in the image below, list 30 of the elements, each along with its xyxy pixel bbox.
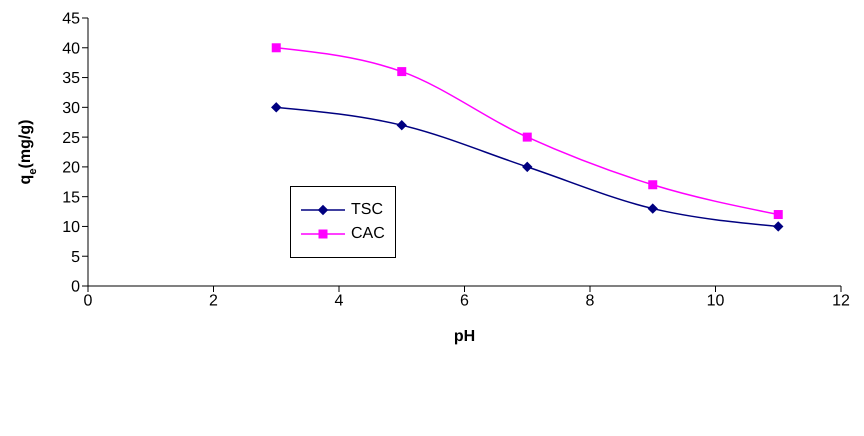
point xyxy=(272,43,281,52)
x-tick-label: 2 xyxy=(209,292,218,310)
y-tick-label: 40 xyxy=(62,40,80,58)
x-tick-label: 0 xyxy=(84,292,93,310)
point xyxy=(522,132,532,142)
legend-label: CAC xyxy=(351,225,385,243)
point xyxy=(397,67,406,76)
y-tick-label: 5 xyxy=(71,248,80,266)
y-tick-label: 0 xyxy=(71,278,80,296)
point xyxy=(522,162,532,172)
point xyxy=(773,221,784,232)
x-tick-label: 12 xyxy=(832,292,850,310)
x-tick-label: 10 xyxy=(706,292,724,310)
y-tick-label: 35 xyxy=(62,70,80,88)
y-tick-label: 20 xyxy=(62,160,80,177)
y-tick-label: 45 xyxy=(62,10,80,28)
x-tick-label: 6 xyxy=(460,292,470,310)
legend-label: TSC xyxy=(351,201,383,219)
y-tick-label: 15 xyxy=(62,189,80,206)
point xyxy=(271,102,282,112)
point xyxy=(396,120,407,130)
x-tick-label: 8 xyxy=(586,292,595,310)
x-tick-label: 4 xyxy=(334,292,344,310)
point xyxy=(648,180,658,190)
point xyxy=(648,204,658,214)
y-tick-label: 25 xyxy=(62,130,80,147)
x-axis-title: pH xyxy=(454,328,476,345)
y-tick-label: 10 xyxy=(62,219,80,236)
y-tick-label: 30 xyxy=(62,100,80,118)
point xyxy=(774,210,783,220)
